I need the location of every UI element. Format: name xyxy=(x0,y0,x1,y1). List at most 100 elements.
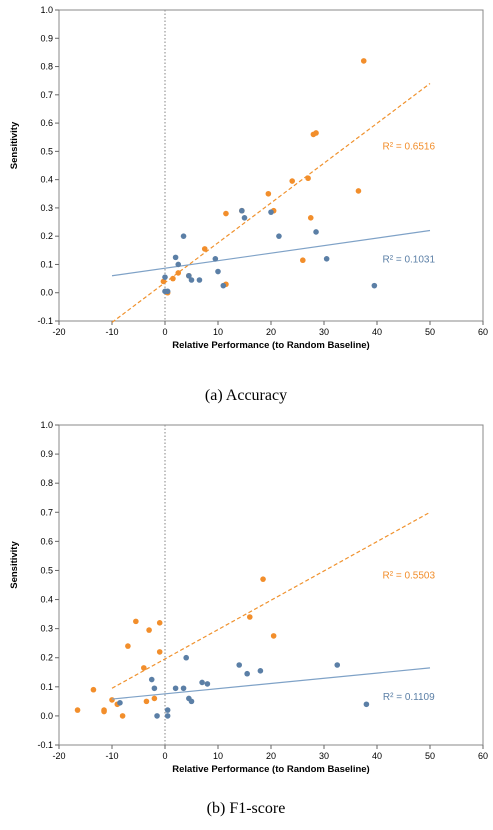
y-tick-label: 1.0 xyxy=(40,5,53,15)
x-tick-label: 20 xyxy=(266,327,276,337)
blue-data-point xyxy=(204,681,211,687)
x-tick-label: 40 xyxy=(372,327,382,337)
blue-data-point xyxy=(199,679,205,686)
y-tick-label: -0.1 xyxy=(37,740,53,750)
y-tick-label: 0.1 xyxy=(40,682,53,692)
orange-data-point xyxy=(307,215,314,221)
x-axis-title: Relative Performance (to Random Baseline… xyxy=(172,764,369,775)
blue-data-point xyxy=(196,277,203,283)
orange-data-point xyxy=(160,278,167,285)
orange-data-point xyxy=(289,178,296,184)
orange-data-point xyxy=(305,175,311,182)
y-tick-label: 0.9 xyxy=(40,449,53,459)
orange-data-point xyxy=(156,649,163,655)
x-tick-label: -20 xyxy=(52,751,65,761)
blue-r-squared-label: R² = 0.1109 xyxy=(383,692,435,703)
blue-data-point xyxy=(363,701,370,708)
orange-data-point xyxy=(260,576,266,582)
orange-data-point xyxy=(175,270,182,276)
orange-data-point xyxy=(270,633,277,639)
orange-data-point xyxy=(247,614,253,620)
blue-data-point xyxy=(164,288,171,295)
x-tick-label: 10 xyxy=(213,327,223,337)
blue-data-point xyxy=(188,277,195,283)
y-tick-label: 0.7 xyxy=(40,90,53,100)
blue-data-point xyxy=(313,229,319,235)
chart-panel-f1-score: -0.1 0.0 0.1 0.2 0.3 0.4 0.5 0.6 0.7 0.8 0.9 1.0 -20… xyxy=(9,420,488,775)
y-tick-label: 1.0 xyxy=(40,420,53,430)
x-axis-title: Relative Performance (to Random Baseline… xyxy=(172,340,369,351)
blue-data-point xyxy=(188,698,195,705)
x-tick-label: 50 xyxy=(425,327,435,337)
orange-trend-line xyxy=(111,511,431,689)
blue-data-point xyxy=(175,261,182,268)
y-tick-label: 0.2 xyxy=(40,653,53,663)
orange-data-point xyxy=(360,58,367,64)
orange-data-point xyxy=(141,665,147,671)
chart-panel-accuracy: -0.1 0.0 0.1 0.2 0.3 0.4 0.5 0.6 0.7 0.8 0.9 1.0 -20… xyxy=(9,5,488,351)
orange-data-point xyxy=(151,695,158,702)
x-tick-label: 30 xyxy=(319,327,329,337)
x-tick-label: 0 xyxy=(162,327,167,337)
blue-r-squared-label: R² = 0.1031 xyxy=(383,255,436,266)
blue-data-point xyxy=(244,670,250,677)
y-tick-label: 0.7 xyxy=(40,507,53,517)
blue-data-point xyxy=(172,685,179,692)
blue-data-point xyxy=(371,282,378,289)
x-tick-label: 50 xyxy=(425,751,435,761)
blue-data-point xyxy=(186,272,192,279)
x-tick-label: 60 xyxy=(478,751,488,761)
blue-data-point xyxy=(268,209,274,215)
orange-trend-line xyxy=(111,83,431,323)
x-tick-label: -10 xyxy=(105,327,118,337)
y-tick-label: 0.5 xyxy=(40,146,53,156)
blue-data-point xyxy=(220,282,227,289)
blue-data-point xyxy=(180,233,187,239)
x-tick-label: 20 xyxy=(266,751,276,761)
x-tick-label: 0 xyxy=(162,751,167,761)
x-tick-label: -10 xyxy=(105,751,118,761)
y-axis-title: Sensitivity xyxy=(9,121,20,169)
y-tick-label: 0.1 xyxy=(40,259,53,269)
orange-data-point xyxy=(313,130,319,136)
blue-data-point xyxy=(183,654,189,661)
blue-data-point xyxy=(241,215,248,221)
blue-data-point xyxy=(215,268,221,275)
orange-data-point xyxy=(265,190,272,197)
y-tick-label: 0.0 xyxy=(40,711,53,721)
orange-data-point xyxy=(170,275,176,282)
blue-data-point xyxy=(236,662,242,668)
blue-trend-line xyxy=(111,229,431,277)
blue-data-point xyxy=(212,255,219,262)
orange-data-point xyxy=(101,708,107,715)
y-tick-label: 0.3 xyxy=(40,203,53,213)
x-tick-label: 30 xyxy=(319,751,329,761)
y-tick-label: 0.8 xyxy=(40,62,53,72)
caption-f1-score: (b) F1-score xyxy=(207,800,286,817)
blue-data-point xyxy=(151,685,158,692)
blue-data-point xyxy=(117,700,123,706)
y-tick-label: 0.6 xyxy=(40,536,53,546)
blue-data-point xyxy=(334,662,341,668)
orange-data-point xyxy=(125,643,131,649)
blue-data-point xyxy=(164,713,171,719)
y-tick-label: 0.2 xyxy=(40,231,53,241)
blue-data-point xyxy=(276,233,282,239)
y-tick-label: 0.5 xyxy=(40,565,53,575)
y-tick-label: 0.4 xyxy=(40,175,53,185)
blue-trend-line xyxy=(111,667,431,700)
y-tick-label: 0.4 xyxy=(40,595,53,605)
y-tick-label: 0.9 xyxy=(40,33,53,43)
orange-data-point xyxy=(74,707,81,713)
orange-data-point xyxy=(143,698,150,705)
blue-data-point xyxy=(154,713,160,719)
orange-data-point xyxy=(90,686,97,693)
blue-data-point xyxy=(164,707,171,713)
orange-data-point xyxy=(109,697,115,703)
y-axis-title: Sensitivity xyxy=(9,541,20,589)
blue-data-point xyxy=(148,676,155,683)
orange-r-squared-label: R² = 0.6516 xyxy=(383,142,436,153)
orange-r-squared-label: R² = 0.5503 xyxy=(383,570,436,581)
orange-data-point xyxy=(133,618,139,625)
